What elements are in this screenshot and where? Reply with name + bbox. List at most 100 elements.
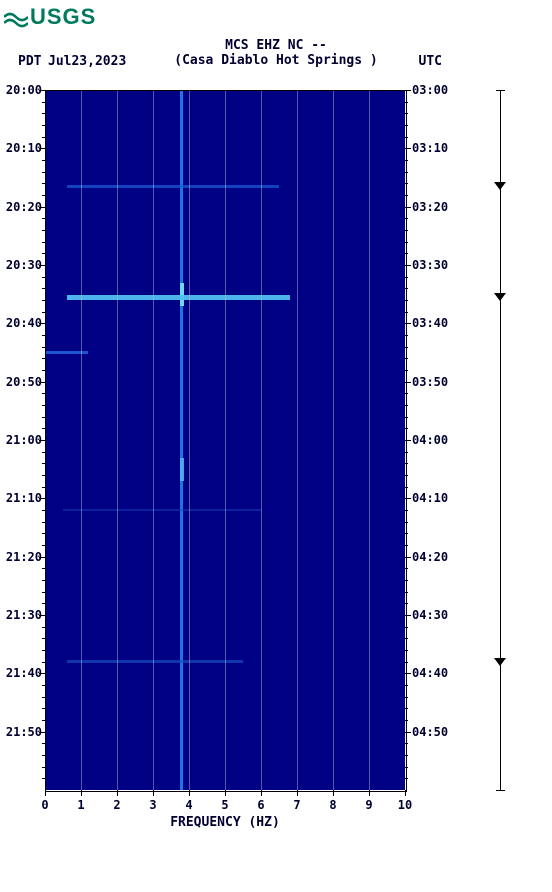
y-minor-tick [405, 370, 408, 371]
side-event-axis [500, 90, 501, 790]
y-tick-mark [39, 440, 45, 441]
y-minor-tick [405, 743, 408, 744]
y-minor-tick [405, 195, 408, 196]
y-tick-right-label: 04:30 [412, 608, 448, 622]
y-minor-tick [405, 487, 408, 488]
y-tick-right-label: 04:40 [412, 666, 448, 680]
logo-text: USGS [30, 4, 96, 29]
y-minor-tick [42, 603, 45, 604]
y-tick-mark [39, 732, 45, 733]
y-minor-tick [42, 125, 45, 126]
y-minor-tick [42, 487, 45, 488]
y-minor-tick [405, 312, 408, 313]
y-tick-left-label: 20:20 [0, 200, 42, 214]
y-tick-left-label: 20:30 [0, 258, 42, 272]
tz-left-label: PDT [18, 54, 41, 69]
y-tick-left-label: 21:50 [0, 725, 42, 739]
y-tick-left-label: 21:30 [0, 608, 42, 622]
x-tick-mark [333, 790, 334, 796]
y-tick-mark [405, 265, 411, 266]
y-minor-tick [405, 452, 408, 453]
gridline [225, 90, 226, 790]
y-minor-tick [405, 358, 408, 359]
x-tick-mark [117, 790, 118, 796]
x-tick-label: 2 [113, 798, 120, 812]
y-minor-tick [42, 638, 45, 639]
y-tick-mark [405, 673, 411, 674]
y-tick-right-label: 03:20 [412, 200, 448, 214]
y-minor-tick [405, 767, 408, 768]
y-minor-tick [42, 580, 45, 581]
usgs-wave-icon [4, 9, 28, 27]
y-minor-tick [42, 592, 45, 593]
x-tick-mark [189, 790, 190, 796]
x-tick-mark [81, 790, 82, 796]
y-minor-tick [42, 277, 45, 278]
y-minor-tick [42, 172, 45, 173]
y-tick-right-label: 04:20 [412, 550, 448, 564]
x-tick-label: 8 [329, 798, 336, 812]
y-minor-tick [405, 288, 408, 289]
x-tick-label: 3 [149, 798, 156, 812]
gridline [81, 90, 82, 790]
y-tick-left-label: 21:40 [0, 666, 42, 680]
y-tick-mark [405, 323, 411, 324]
spectrogram [45, 90, 405, 790]
y-tick-mark [405, 732, 411, 733]
y-minor-tick [405, 253, 408, 254]
y-minor-tick [405, 685, 408, 686]
y-tick-mark [405, 557, 411, 558]
x-tick-label: 1 [77, 798, 84, 812]
y-minor-tick [405, 778, 408, 779]
y-minor-tick [405, 405, 408, 406]
y-minor-tick [42, 183, 45, 184]
y-tick-left-label: 20:10 [0, 141, 42, 155]
y-minor-tick [405, 603, 408, 604]
y-tick-left-label: 21:20 [0, 550, 42, 564]
y-minor-tick [42, 230, 45, 231]
y-tick-mark [39, 615, 45, 616]
gridline [153, 90, 154, 790]
y-minor-tick [405, 475, 408, 476]
x-tick-mark [261, 790, 262, 796]
y-minor-tick [405, 102, 408, 103]
y-tick-mark [405, 148, 411, 149]
y-minor-tick [405, 650, 408, 651]
y-tick-mark [405, 498, 411, 499]
y-minor-tick [405, 545, 408, 546]
y-tick-right-label: 03:50 [412, 375, 448, 389]
x-axis-label: FREQUENCY (HZ) [45, 815, 405, 830]
y-minor-tick [405, 533, 408, 534]
y-minor-tick [42, 218, 45, 219]
y-minor-tick [42, 720, 45, 721]
y-tick-mark [405, 615, 411, 616]
y-tick-mark [405, 382, 411, 383]
y-minor-tick [42, 428, 45, 429]
y-minor-tick [42, 347, 45, 348]
y-minor-tick [42, 475, 45, 476]
y-minor-tick [405, 592, 408, 593]
y-minor-tick [405, 242, 408, 243]
y-minor-tick [405, 662, 408, 663]
y-minor-tick [405, 708, 408, 709]
event-marker-icon [494, 658, 506, 666]
y-minor-tick [42, 370, 45, 371]
y-minor-tick [405, 113, 408, 114]
y-minor-tick [405, 417, 408, 418]
y-tick-right-label: 03:00 [412, 83, 448, 97]
y-tick-mark [39, 498, 45, 499]
y-minor-tick [42, 708, 45, 709]
y-tick-left-label: 21:10 [0, 491, 42, 505]
gridline [189, 90, 190, 790]
gridline [117, 90, 118, 790]
x-tick-mark [45, 790, 46, 796]
y-minor-tick [42, 417, 45, 418]
y-minor-tick [405, 697, 408, 698]
y-minor-tick [405, 510, 408, 511]
y-tick-mark [39, 90, 45, 91]
y-tick-right-label: 03:30 [412, 258, 448, 272]
y-minor-tick [405, 638, 408, 639]
y-minor-tick [42, 113, 45, 114]
x-tick-mark [225, 790, 226, 796]
y-minor-tick [42, 358, 45, 359]
